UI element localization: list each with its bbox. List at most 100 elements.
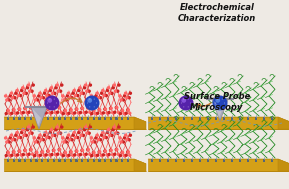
Circle shape: [74, 112, 76, 114]
Circle shape: [79, 154, 81, 156]
Circle shape: [106, 112, 108, 114]
Circle shape: [62, 155, 64, 156]
Circle shape: [31, 132, 33, 134]
Circle shape: [22, 129, 24, 131]
Bar: [121, 159, 123, 161]
Circle shape: [224, 102, 225, 104]
Circle shape: [78, 90, 80, 91]
Circle shape: [45, 132, 47, 133]
Circle shape: [17, 154, 18, 156]
Circle shape: [96, 102, 97, 104]
Circle shape: [71, 97, 73, 99]
Circle shape: [11, 112, 13, 114]
Circle shape: [114, 132, 116, 134]
Circle shape: [68, 112, 70, 114]
Circle shape: [90, 137, 92, 139]
Polygon shape: [148, 159, 278, 171]
Circle shape: [18, 108, 20, 110]
Circle shape: [80, 92, 82, 94]
Circle shape: [97, 97, 99, 99]
Circle shape: [100, 154, 102, 156]
Circle shape: [76, 108, 78, 110]
Circle shape: [108, 129, 110, 131]
Circle shape: [116, 107, 118, 109]
Circle shape: [66, 95, 68, 97]
Circle shape: [68, 154, 70, 156]
Bar: [121, 117, 123, 119]
Circle shape: [81, 149, 83, 151]
Circle shape: [75, 150, 77, 152]
Bar: [223, 159, 225, 161]
Circle shape: [44, 92, 46, 94]
Circle shape: [21, 132, 23, 133]
Circle shape: [7, 110, 9, 112]
Circle shape: [45, 90, 47, 91]
Circle shape: [56, 126, 58, 128]
Circle shape: [59, 107, 61, 109]
Circle shape: [106, 154, 108, 156]
Circle shape: [32, 111, 34, 113]
Circle shape: [37, 141, 39, 143]
Circle shape: [120, 141, 122, 143]
Circle shape: [25, 134, 27, 136]
Polygon shape: [148, 117, 289, 122]
Circle shape: [110, 149, 112, 151]
Circle shape: [99, 151, 101, 153]
Circle shape: [51, 92, 53, 94]
Circle shape: [89, 84, 91, 86]
Circle shape: [60, 132, 62, 134]
Circle shape: [13, 109, 15, 111]
Circle shape: [64, 152, 66, 153]
Circle shape: [24, 149, 26, 151]
Circle shape: [7, 152, 9, 153]
Circle shape: [181, 102, 182, 104]
Circle shape: [20, 94, 22, 97]
Circle shape: [102, 154, 104, 156]
Circle shape: [54, 92, 56, 94]
Circle shape: [78, 132, 80, 133]
Circle shape: [71, 139, 73, 141]
Circle shape: [66, 155, 68, 156]
Bar: [24, 159, 26, 161]
Circle shape: [70, 109, 72, 111]
Circle shape: [112, 87, 114, 89]
Bar: [199, 117, 201, 119]
Circle shape: [5, 113, 7, 115]
Circle shape: [46, 137, 48, 139]
Bar: [215, 159, 217, 161]
Circle shape: [8, 99, 10, 101]
Circle shape: [87, 107, 89, 109]
Bar: [104, 117, 106, 119]
Circle shape: [54, 134, 56, 136]
Circle shape: [72, 112, 74, 114]
Circle shape: [37, 155, 39, 156]
Bar: [183, 117, 185, 119]
Circle shape: [95, 137, 97, 139]
Circle shape: [116, 149, 118, 151]
Polygon shape: [134, 117, 146, 129]
Circle shape: [34, 141, 36, 143]
Circle shape: [104, 150, 106, 152]
Bar: [239, 117, 241, 119]
Bar: [18, 159, 21, 161]
Circle shape: [119, 113, 121, 115]
Circle shape: [17, 137, 19, 139]
Circle shape: [49, 154, 51, 156]
Circle shape: [36, 110, 38, 112]
Circle shape: [39, 134, 41, 136]
Circle shape: [126, 139, 128, 141]
Circle shape: [123, 141, 125, 143]
Circle shape: [124, 137, 126, 139]
Circle shape: [26, 154, 28, 156]
Circle shape: [113, 84, 115, 86]
Bar: [81, 159, 84, 161]
Bar: [64, 117, 66, 119]
Circle shape: [70, 109, 72, 111]
Text: Electrochemical
Characterization: Electrochemical Characterization: [178, 3, 256, 23]
Circle shape: [102, 90, 104, 91]
Circle shape: [87, 107, 89, 109]
Circle shape: [19, 108, 21, 110]
Bar: [263, 117, 265, 119]
Circle shape: [57, 132, 59, 134]
Circle shape: [47, 108, 49, 110]
